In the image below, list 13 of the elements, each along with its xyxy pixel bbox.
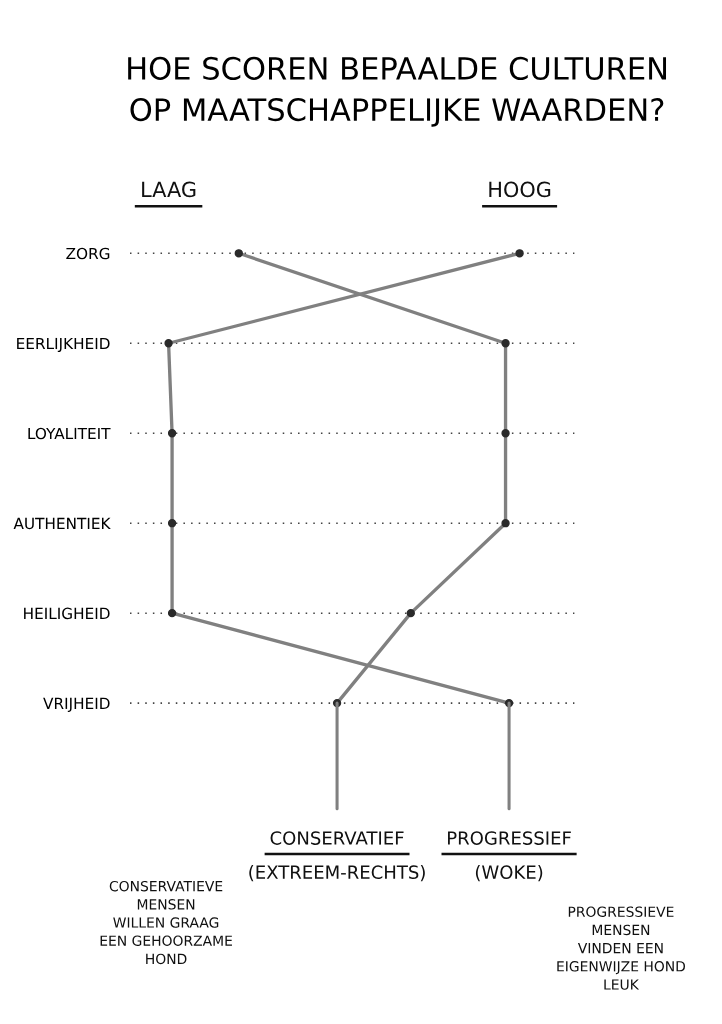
text: LAAG [142,181,196,198]
y-tick-label: LOYALITEIT [28,427,111,440]
text: CONSERVATIEF (EXTREEM-RECHTS) [249,831,425,882]
y-tick-label: HEILIGHEID [24,607,110,620]
y-tick-label: EERLIJKHEID [17,337,110,353]
y-tick-label: ZORG [66,247,110,260]
y-tick-label: VRIJHEID [43,697,110,712]
chart-title: HOE SCOREN BEPAALDE CULTUREN OP MAATSCHAPPELIJKE WAARDEN? [128,56,667,127]
text: PROGRESSIEVE MENSEN VINDEN EEN EIGENWIJZE HOND LEUK [557,906,686,990]
text: PROGRESSIEF (WOKE) [448,831,571,882]
y-tick-label: AUTHENTIEK [13,517,111,530]
text: CONSERVATIEVE MENSEN WILLEN GRAAG EEN GEHOORZAME HOND [100,880,232,965]
text: HOOG [489,181,551,198]
